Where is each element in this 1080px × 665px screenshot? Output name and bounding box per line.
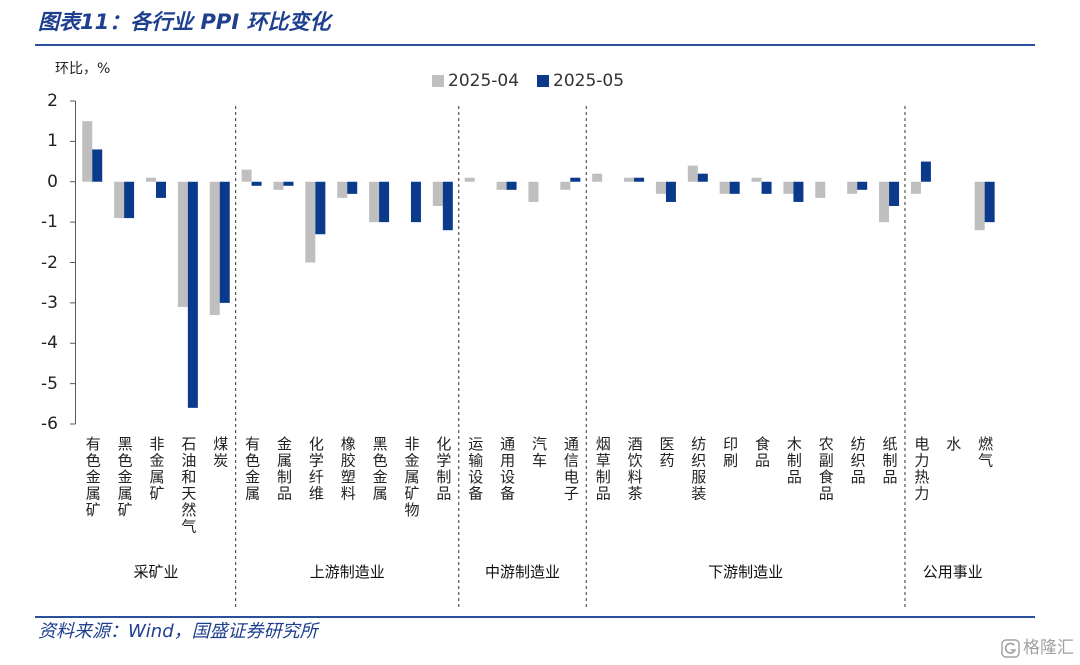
footer-rule (35, 616, 1035, 618)
bar-series-2-cat-14 (506, 181, 517, 190)
bar-series-1-cat-16 (560, 181, 571, 190)
bar-series-1-cat-27 (910, 181, 921, 194)
bar-series-2-cat-22 (761, 181, 772, 194)
bar-series-2-cat-12 (442, 181, 453, 231)
bar-series-1-cat-22 (751, 177, 762, 182)
bar-series-1-cat-23 (783, 181, 794, 194)
watermark-text: 格隆汇 (1023, 638, 1074, 658)
bar-series-1-cat-19 (655, 181, 666, 194)
bar-series-1-cat-3 (145, 177, 156, 182)
bar-series-1-cat-13 (464, 177, 475, 182)
bar-series-2-cat-6 (251, 181, 262, 186)
bar-series-2-cat-10 (379, 181, 390, 223)
legend-label-series-1: 2025-04 (448, 71, 520, 91)
bar-series-2-cat-9 (347, 181, 358, 194)
bar-series-2-cat-4 (187, 181, 198, 408)
bar-series-2-cat-25 (857, 181, 868, 190)
bar-series-1-cat-21 (719, 181, 730, 194)
bar-series-2-cat-19 (665, 181, 676, 202)
legend-item-series-1: 2025-04 (432, 70, 519, 92)
bar-series-2-cat-5 (219, 181, 230, 303)
bar-series-2-cat-1 (92, 149, 103, 182)
bar-series-1-cat-25 (847, 181, 858, 194)
bar-series-1-cat-7 (273, 181, 284, 190)
legend-label-series-2: 2025-05 (553, 71, 625, 91)
source-note: 资料来源：Wind，国盛证券研究所 (38, 621, 318, 642)
bar-series-1-cat-26 (879, 181, 890, 223)
bar-series-2-cat-23 (793, 181, 804, 202)
legend-swatch-series-1 (432, 75, 444, 87)
bar-series-2-cat-21 (729, 181, 740, 194)
bar-series-2-cat-27 (920, 161, 931, 182)
bar-series-1-cat-24 (815, 181, 826, 198)
chart-title: 图表11：各行业 PPI 环比变化 (38, 10, 331, 34)
bar-series-1-cat-20 (687, 165, 698, 182)
bar-series-1-cat-6 (241, 169, 252, 182)
bar-series-1-cat-14 (496, 181, 507, 190)
bar-series-2-cat-7 (283, 181, 294, 186)
bar-series-1-cat-15 (528, 181, 539, 202)
watermark: 格隆汇 (1001, 638, 1074, 658)
bar-series-1-cat-10 (369, 181, 380, 223)
bar-series-2-cat-26 (889, 181, 900, 206)
bar-series-2-cat-2 (124, 181, 135, 219)
bar-series-1-cat-18 (624, 177, 635, 182)
legend: 2025-04 2025-05 (432, 70, 624, 92)
bar-series-1-cat-17 (592, 173, 603, 182)
bar-series-2-cat-11 (410, 181, 421, 223)
bar-series-2-cat-18 (634, 177, 645, 182)
bar-series-1-cat-5 (209, 181, 220, 315)
title-underline (35, 44, 1035, 46)
bar-series-1-cat-9 (337, 181, 348, 198)
bar-series-2-cat-8 (315, 181, 326, 235)
bar-series-2-cat-3 (155, 181, 166, 198)
bar-series-1-cat-4 (177, 181, 188, 307)
bar-series-1-cat-29 (974, 181, 985, 231)
bar-series-2-cat-16 (570, 177, 581, 182)
legend-item-series-2: 2025-05 (537, 70, 624, 92)
legend-swatch-series-2 (537, 75, 550, 87)
bar-series-1-cat-8 (305, 181, 316, 263)
bar-series-1-cat-1 (82, 121, 93, 182)
y-axis-label: 环比，% (55, 61, 111, 77)
bar-series-2-cat-20 (697, 173, 708, 182)
bar-series-1-cat-2 (114, 181, 125, 219)
bar-series-2-cat-29 (984, 181, 995, 223)
bar-series-1-cat-12 (432, 181, 443, 206)
gelonghui-logo-icon (1001, 638, 1020, 658)
